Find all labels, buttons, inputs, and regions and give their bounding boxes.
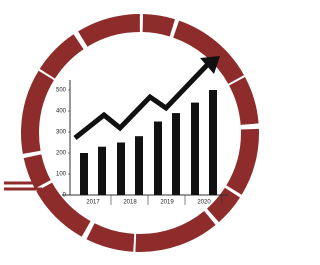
bar	[98, 147, 106, 195]
trend-arrow	[75, 62, 210, 138]
y-tick-label: 400	[56, 109, 67, 115]
bar	[80, 153, 88, 195]
y-tick-label: 500	[56, 88, 67, 94]
bar	[209, 90, 217, 195]
bar	[191, 103, 199, 195]
y-tick-label: 100	[56, 172, 67, 178]
y-tick-label: 0	[63, 193, 67, 199]
bar	[135, 136, 143, 195]
x-tick-label: 2019	[160, 200, 174, 206]
bar	[172, 113, 180, 195]
x-tick-label: 2017	[86, 200, 100, 206]
y-tick-label: 300	[56, 130, 67, 136]
bar	[117, 143, 125, 196]
x-tick-label: 2018	[123, 200, 137, 206]
plot: 0 100 200 300 400 500 2017 2018 2019 2020	[56, 80, 228, 206]
chart: 0 100 200 300 400 500 2017 2018 2019 2020	[0, 0, 265, 265]
bar	[154, 122, 162, 196]
y-tick-label: 200	[56, 151, 67, 157]
x-tick-label: 2020	[197, 200, 211, 206]
